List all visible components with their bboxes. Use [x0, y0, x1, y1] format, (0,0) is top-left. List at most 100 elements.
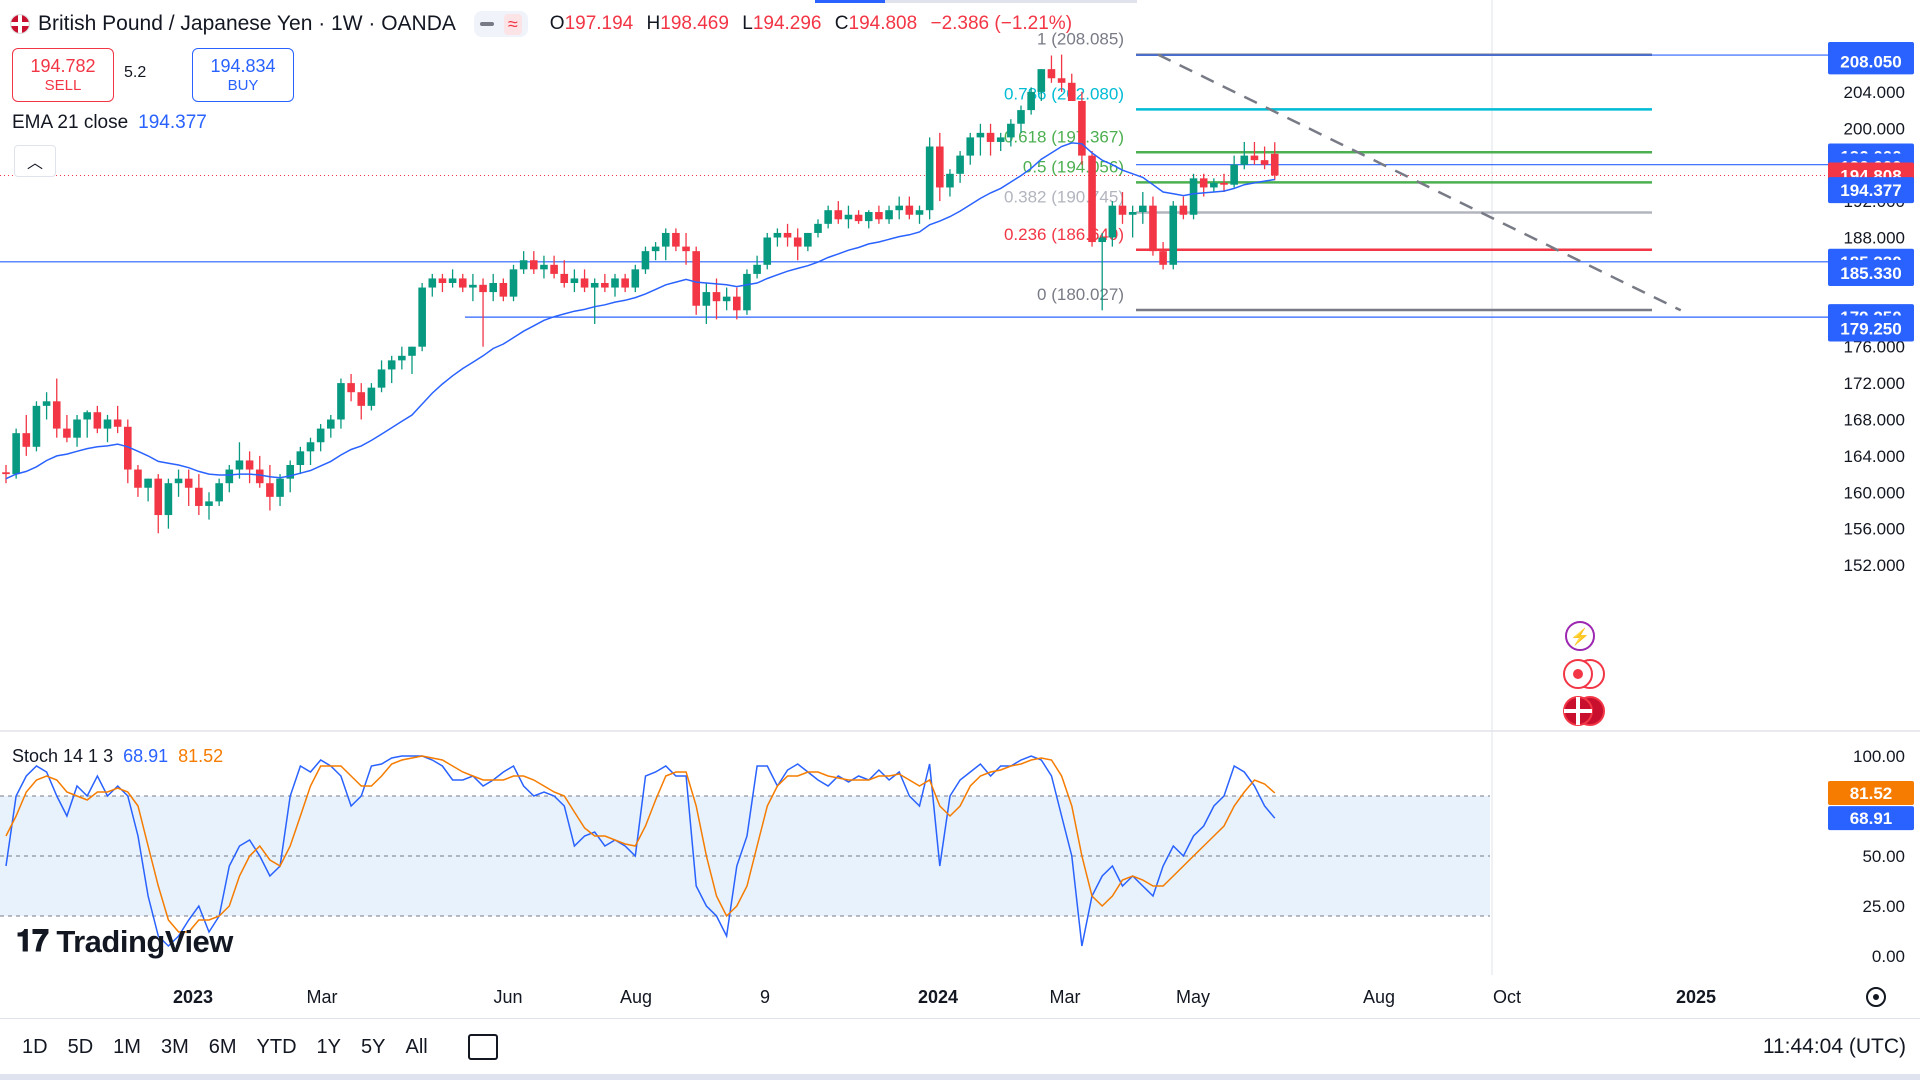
x-axis-label: Aug	[1363, 987, 1395, 1007]
x-axis-label: Jun	[493, 987, 522, 1007]
candle-body	[631, 269, 640, 288]
x-axis-label: 2024	[918, 987, 958, 1007]
collapse-legend-button[interactable]: ︿	[14, 145, 56, 177]
candle-body	[1250, 155, 1259, 161]
candle-body	[2, 472, 10, 475]
candle-body	[418, 287, 426, 347]
candle-body	[134, 469, 142, 488]
chart-style-toggle[interactable]: ≈	[473, 11, 528, 37]
candle-body	[1067, 82, 1076, 101]
buy-button[interactable]: 194.834 BUY	[192, 48, 294, 102]
candle-body	[814, 223, 822, 233]
candle-body	[448, 278, 457, 283]
x-axis-label: 2025	[1676, 987, 1716, 1007]
candle-body	[63, 428, 71, 438]
candle-body	[966, 137, 975, 156]
x-axis-label: Mar	[307, 987, 338, 1007]
candle-body	[743, 273, 751, 311]
lightning-glyph: ⚡	[1570, 627, 1590, 646]
price-label: 194.377	[1840, 181, 1901, 200]
buy-label: BUY	[227, 77, 259, 94]
settings-gear-center	[1873, 994, 1879, 1000]
top-scroll-thumb[interactable]	[815, 0, 885, 3]
candle-body	[885, 210, 893, 220]
tradingview-logo[interactable]: 𝟏𝟕 TradingView	[16, 924, 233, 960]
candle-body	[1037, 69, 1046, 92]
calendar-icon[interactable]	[467, 1034, 498, 1060]
candle-body	[509, 269, 518, 297]
candle-body	[235, 460, 244, 470]
candle-body	[367, 387, 376, 406]
stoch-legend[interactable]: Stoch 14 1 3 68.91 81.52	[12, 746, 223, 767]
timeframe-5d[interactable]: 5D	[67, 1035, 94, 1058]
candle-body	[469, 284, 477, 288]
sell-button[interactable]: 194.782 SELL	[12, 48, 114, 102]
candle-body	[1240, 155, 1249, 165]
trendline	[1157, 53, 1682, 312]
fib-level-label: 0.618 (197.367)	[1004, 127, 1124, 146]
candle-body	[661, 232, 670, 247]
candle-body	[611, 278, 619, 288]
stoch-tick-label: 100.00	[1853, 747, 1905, 766]
candle-body	[164, 483, 173, 516]
candle-body	[337, 383, 345, 420]
price-label: 208.050	[1840, 52, 1901, 71]
minus-icon	[479, 22, 494, 26]
clock-time[interactable]: 11:44:04 (UTC)	[1762, 1035, 1906, 1058]
ema-legend[interactable]: EMA 21 close 194.377	[12, 112, 207, 134]
candle-body	[245, 460, 254, 470]
candle-body	[519, 260, 528, 270]
candle-body	[1118, 205, 1127, 215]
uk-flag-icon	[10, 14, 30, 34]
price-label-box	[1828, 259, 1914, 286]
stoch-k-line	[5, 755, 1276, 948]
timeframe-5y[interactable]: 5Y	[361, 1035, 386, 1058]
candle-body	[184, 478, 193, 488]
ohlc-high-key: H	[646, 13, 661, 34]
candle-body	[560, 273, 569, 283]
timeframe-all[interactable]: All	[405, 1035, 428, 1058]
candle-body	[286, 465, 294, 479]
stoch-value-box	[1828, 806, 1914, 831]
timeframe-1m[interactable]: 1M	[113, 1035, 141, 1058]
candle-body	[195, 487, 203, 506]
timeframe-1d[interactable]: 1D	[22, 1035, 48, 1058]
candle-body	[875, 212, 883, 220]
chart-canvas[interactable]: 1 (208.085) 0.786 (202.080) 0.618 (197.367…	[0, 0, 1920, 1020]
candle-body	[1189, 178, 1198, 215]
candle-body	[925, 146, 934, 211]
price-tick-label: 204.000	[1844, 83, 1905, 102]
tradingview-mark-icon: 𝟏𝟕	[16, 925, 49, 958]
candle-body	[1260, 160, 1269, 165]
candle-body	[398, 355, 406, 361]
symbol-header: British Pound / Japanese Yen · 1W · OAND…	[10, 8, 1080, 40]
x-axis-label: Mar	[1050, 987, 1081, 1007]
stoch-d-value: 81.52	[178, 746, 224, 766]
candle-body	[1027, 91, 1035, 111]
timeframe-ytd[interactable]: YTD	[256, 1035, 297, 1058]
candle-body	[1169, 205, 1178, 265]
fib-level-label: 1 (208.085)	[1037, 30, 1124, 49]
price-tick-label: 172.000	[1844, 374, 1905, 393]
price-tick-label: 188.000	[1844, 229, 1905, 248]
candle-body	[580, 278, 589, 288]
price-label: 185.330	[1840, 264, 1901, 283]
timeframe-6m[interactable]: 6M	[208, 1035, 237, 1058]
candle-body	[722, 296, 731, 302]
candle-body	[550, 264, 558, 274]
candle-body	[540, 264, 548, 270]
candle-body	[479, 284, 487, 293]
timeframe-3m[interactable]: 3M	[160, 1035, 189, 1058]
ema-value: 194.377	[138, 112, 207, 133]
price-tick-label: 176.000	[1844, 338, 1905, 357]
timeframe-1y[interactable]: 1Y	[316, 1035, 342, 1058]
fib-level-label: 0 (180.027)	[1037, 285, 1124, 304]
price-tick-label: 152.000	[1844, 556, 1905, 575]
candle-body	[316, 428, 325, 443]
symbol-title[interactable]: British Pound / Japanese Yen · 1W · OAND…	[38, 12, 456, 35]
candle-body	[956, 155, 964, 174]
record-dot	[1573, 669, 1583, 679]
candle-body	[1149, 205, 1157, 252]
candle-body	[458, 278, 467, 288]
stoch-tick-label: 50.00	[1862, 847, 1905, 866]
